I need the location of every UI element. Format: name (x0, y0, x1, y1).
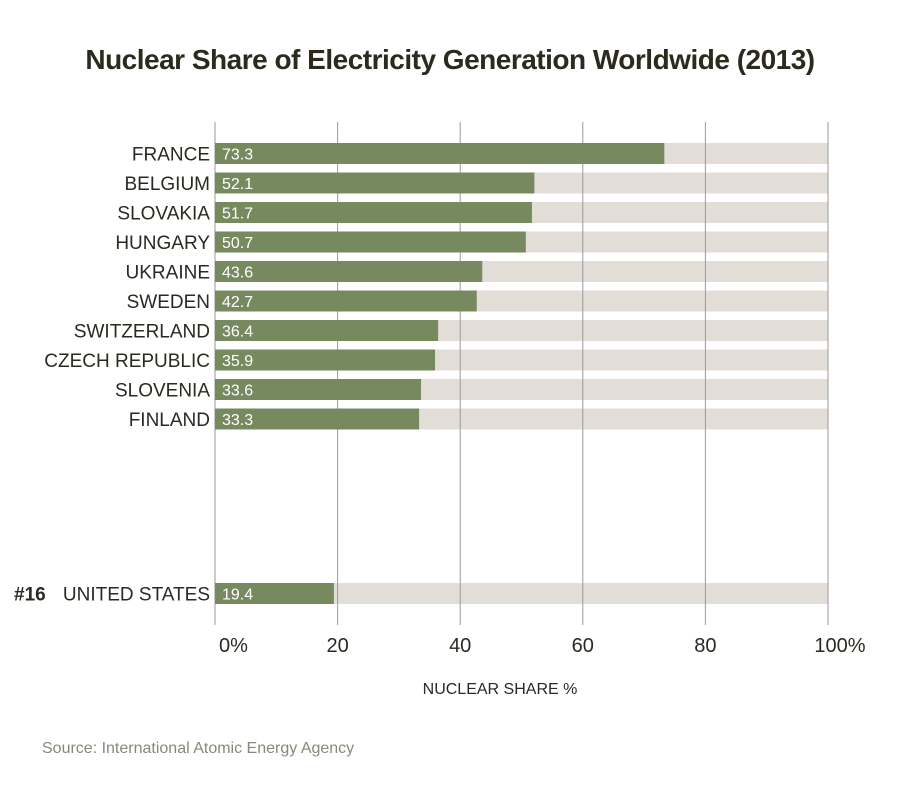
chart-title: Nuclear Share of Electricity Generation … (85, 44, 815, 75)
category-label: SLOVAKIA (117, 204, 210, 225)
value-label: 42.7 (222, 294, 253, 311)
category-label: FINLAND (129, 410, 210, 431)
tick-label: 100% (814, 635, 865, 657)
category-label: SLOVENIA (115, 381, 210, 402)
bar (215, 172, 535, 194)
value-label: 50.7 (222, 235, 253, 252)
x-axis-title: NUCLEAR SHARE % (423, 681, 578, 698)
category-label: SWEDEN (127, 292, 210, 313)
source-note: Source: International Atomic Energy Agen… (42, 740, 355, 757)
value-label: 35.9 (222, 353, 253, 370)
category-label: UKRAINE (126, 263, 210, 284)
bar (215, 408, 420, 430)
category-label: SWITZERLAND (74, 322, 210, 343)
bar (215, 143, 665, 164)
category-label: BELGIUM (124, 174, 210, 195)
value-label: 43.6 (222, 265, 253, 282)
value-label: 52.1 (222, 176, 253, 193)
value-label: 73.3 (222, 147, 253, 164)
bar (215, 583, 334, 604)
bar (215, 349, 436, 371)
bar (215, 320, 439, 341)
bar (215, 231, 526, 253)
category-label: FRANCE (132, 145, 210, 166)
tick-label: 20 (326, 635, 348, 657)
value-label: 33.3 (222, 412, 253, 429)
category-label: CZECH REPUBLIC (44, 351, 210, 372)
rank-label: #16 (14, 585, 46, 606)
bar (215, 379, 421, 400)
bar-track (215, 583, 828, 604)
bar (215, 290, 477, 312)
value-label: 33.6 (222, 383, 253, 400)
value-label: 19.4 (222, 587, 253, 604)
bar-layer (215, 143, 665, 604)
tick-label: 60 (572, 635, 594, 657)
x-axis-ticks: 0% 20 40 60 80 100% (219, 635, 866, 657)
bar (215, 261, 483, 282)
gridlines (214, 122, 829, 625)
label-layer: 73.3 FRANCE 52.1 BELGIUM 51.7 SLOVAKIA 50.7 HUN… (14, 145, 253, 606)
tick-label: 0% (219, 635, 248, 657)
value-label: 36.4 (222, 324, 253, 341)
tick-label: 40 (449, 635, 471, 657)
category-label: HUNGARY (115, 233, 210, 254)
bar (215, 202, 532, 223)
tick-label: 80 (694, 635, 716, 657)
value-label: 51.7 (222, 206, 253, 223)
category-label: UNITED STATES (63, 585, 210, 606)
